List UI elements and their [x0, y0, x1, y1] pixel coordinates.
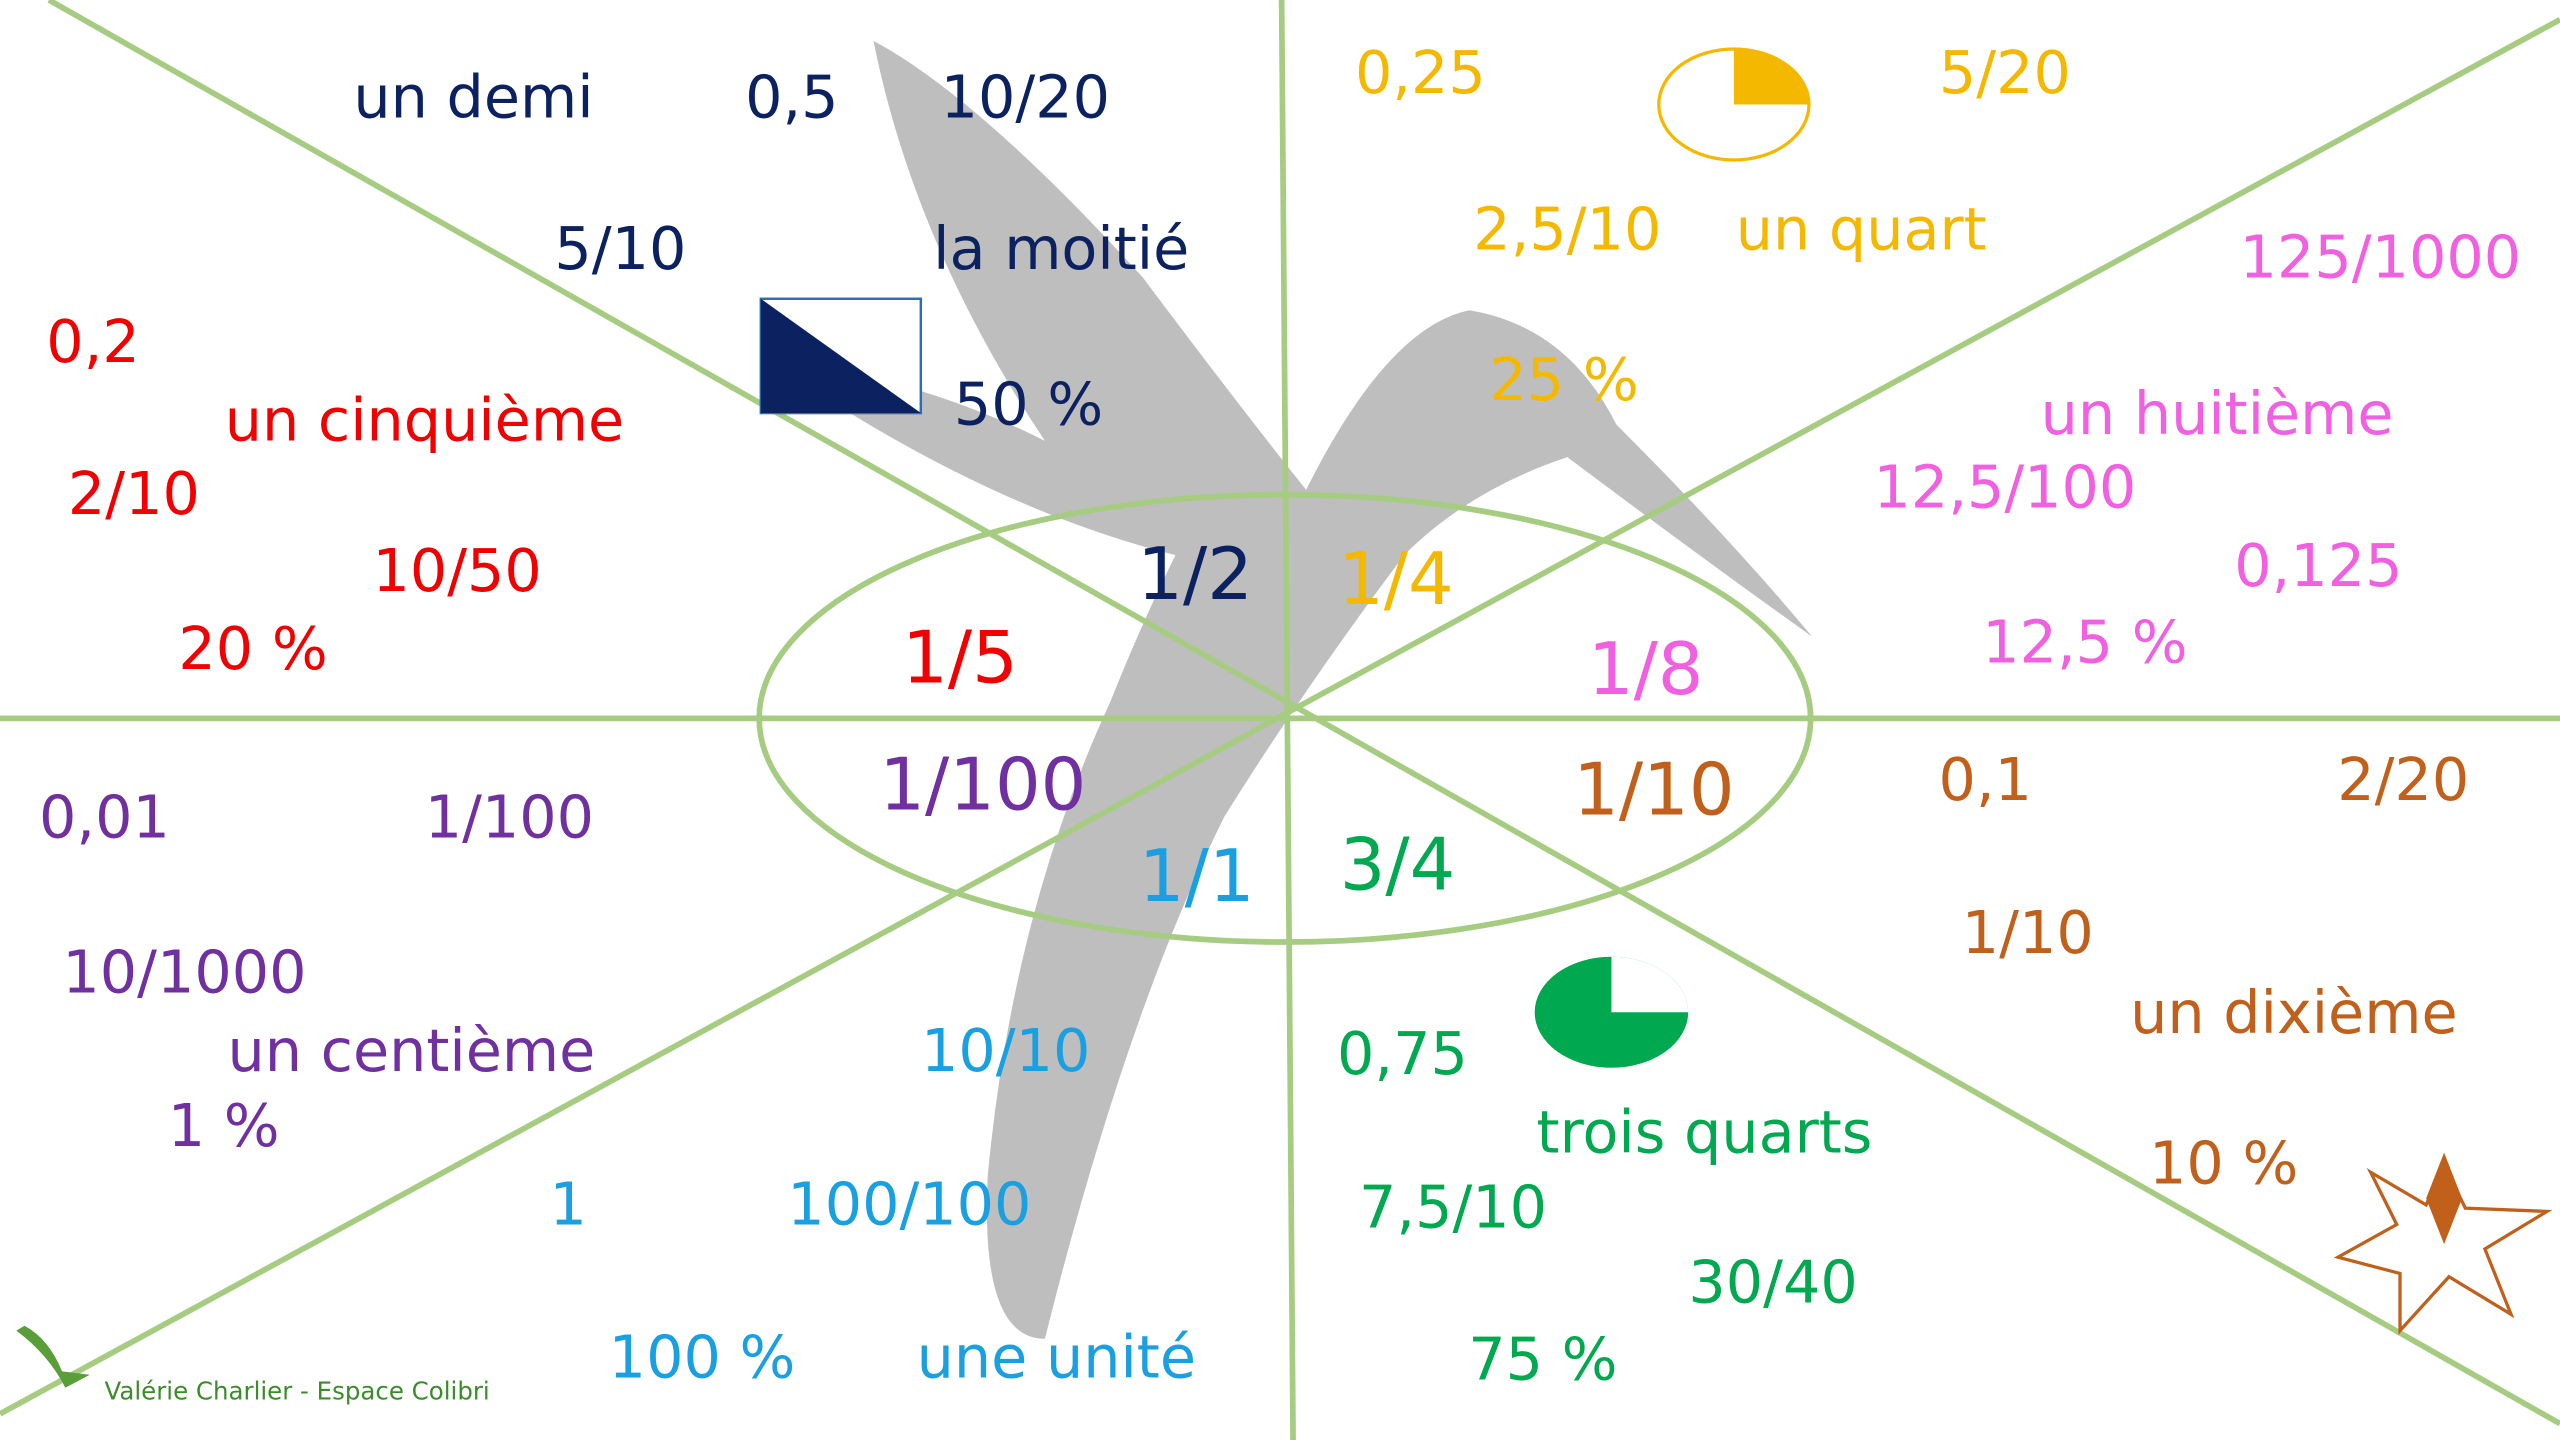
- representation: 10/50: [372, 536, 541, 605]
- center-fraction: 1/100: [879, 743, 1086, 827]
- representation: une unité: [917, 1323, 1196, 1392]
- representation: 0,2: [46, 307, 139, 376]
- representation: un demi: [353, 62, 593, 131]
- representation: 7,5/10: [1359, 1173, 1547, 1242]
- representation: 20 %: [178, 614, 327, 683]
- credit: Valérie Charlier - Espace Colibri: [105, 1377, 490, 1406]
- diagram: Valérie Charlier - Espace Colibri 1/2 un …: [0, 0, 2560, 1440]
- representation: 100 %: [609, 1323, 796, 1392]
- representation: un cinquième: [225, 386, 624, 455]
- representation: 1/10: [1962, 898, 2094, 967]
- center-fraction: 1/5: [902, 615, 1018, 699]
- representation: 2,5/10: [1473, 195, 1661, 264]
- representation: 50 %: [954, 369, 1103, 438]
- grid: [0, 0, 2560, 1440]
- representation: 5/10: [554, 214, 686, 283]
- quarter-fill: [1734, 49, 1809, 105]
- representation: 25 %: [1489, 345, 1638, 414]
- representation: trois quarts: [1537, 1097, 1873, 1166]
- representation: 12,5/100: [1873, 453, 2136, 522]
- representation: 0,01: [39, 782, 170, 851]
- logo: [16, 1326, 89, 1388]
- representation: 30/40: [1688, 1248, 1857, 1317]
- page: {"sectors":[ {"color":"#0b2160","fractio…: [0, 0, 2560, 1440]
- representation: 0,25: [1355, 38, 1486, 107]
- representation: 5/20: [1939, 38, 2071, 107]
- center-fraction: 1/8: [1588, 627, 1704, 711]
- representation: 75 %: [1468, 1324, 1617, 1393]
- center-fraction: 1/4: [1338, 537, 1454, 621]
- representation: 1 %: [168, 1091, 280, 1160]
- representation: 0,5: [745, 62, 838, 131]
- representation: 2/10: [68, 459, 200, 528]
- representation: 12,5 %: [1982, 608, 2187, 677]
- representation: 10/10: [921, 1016, 1090, 1085]
- center-fraction: 1/10: [1573, 748, 1734, 832]
- representation: 0,1: [1939, 745, 2032, 814]
- representation: 100/100: [787, 1169, 1031, 1238]
- representation: un quart: [1736, 195, 1987, 264]
- representation: 0,125: [2234, 531, 2402, 600]
- center-fraction: 1/1: [1139, 834, 1255, 918]
- representation: 10/1000: [62, 937, 306, 1006]
- representation: 10/20: [941, 62, 1110, 131]
- representation: 125/1000: [2240, 222, 2522, 291]
- representation: 10 %: [2149, 1128, 2298, 1197]
- representation: 1: [549, 1169, 586, 1238]
- representation: un huitième: [2041, 379, 2394, 448]
- representation: la moitié: [933, 214, 1189, 283]
- divider: [49, 0, 2560, 1424]
- representation: un dixième: [2130, 978, 2457, 1047]
- representation: un centième: [228, 1016, 596, 1085]
- representation: 0,75: [1337, 1019, 1468, 1088]
- representation: 2/20: [2337, 745, 2469, 814]
- representation: 1/100: [425, 782, 594, 851]
- center-fraction: 3/4: [1340, 823, 1456, 907]
- center-fraction: 1/2: [1137, 532, 1253, 616]
- three-quarter-gap: [1611, 957, 1688, 1013]
